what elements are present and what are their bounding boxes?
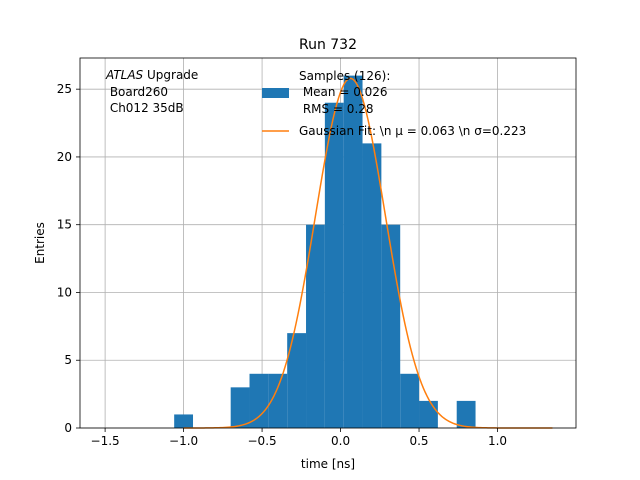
histogram-bar — [400, 373, 420, 428]
y-tick-label: 15 — [57, 218, 72, 232]
x-tick-label: 0.0 — [331, 434, 350, 448]
plot-area: −1.5 −1.0 −0.5 0.0 0.5 1.0 0 5 10 15 20 25 — [57, 57, 577, 448]
x-tick-label: 0.5 — [409, 434, 428, 448]
y-tick-label: 5 — [64, 353, 72, 367]
svg-text:ATLAS Upgrade: ATLAS Upgrade — [105, 68, 198, 82]
histogram-bar — [419, 400, 438, 428]
x-tick-label: −1.5 — [91, 434, 120, 448]
atlas-channel-label: Ch012 35dB — [106, 101, 184, 115]
y-tick-label: 20 — [57, 150, 72, 164]
y-tick-label: 25 — [57, 82, 72, 96]
histogram-bar — [174, 414, 194, 428]
x-axis-label: time [ns] — [301, 457, 355, 471]
y-axis-label: Entries — [33, 222, 47, 264]
legend-fit-label: Gaussian Fit: \n μ = 0.063 \n σ=0.223 — [299, 124, 526, 138]
atlas-label: ATLAS Upgrade Board260 Ch012 35dB — [105, 68, 198, 115]
legend-samples-label: Samples (126): — [299, 69, 390, 83]
histogram-bar — [381, 224, 401, 428]
atlas-board-label: Board260 — [106, 85, 168, 99]
histogram-bar — [456, 400, 476, 428]
x-tick-label: −1.0 — [169, 434, 198, 448]
histogram-bar — [287, 333, 307, 428]
x-tick-label: 1.0 — [488, 434, 507, 448]
x-tick-label: −0.5 — [248, 434, 277, 448]
histogram-bar — [230, 387, 250, 428]
legend-mean-label: Mean = 0.026 — [299, 85, 388, 99]
y-axis-ticks: 0 5 10 15 20 25 — [57, 82, 80, 435]
y-tick-label: 10 — [57, 285, 72, 299]
histogram-bar — [306, 224, 325, 428]
y-tick-label: 0 — [64, 421, 72, 435]
histogram-bars — [174, 75, 476, 428]
histogram-bar — [343, 75, 363, 428]
atlas-upgrade-label: Upgrade — [143, 68, 198, 82]
atlas-italic-label: ATLAS — [105, 68, 144, 82]
histogram-bar — [249, 373, 269, 428]
legend-histogram-swatch — [262, 88, 289, 98]
chart-title: Run 732 — [299, 37, 357, 53]
legend-rms-label: RMS = 0.28 — [299, 102, 374, 116]
axes-frame — [79, 57, 577, 429]
histogram-bar — [324, 102, 344, 428]
histogram-bar — [268, 373, 288, 428]
x-axis-ticks: −1.5 −1.0 −0.5 0.0 0.5 1.0 — [91, 428, 507, 448]
histogram-bar — [362, 143, 382, 428]
legend: Samples (126): Mean = 0.026 RMS = 0.28 G… — [262, 69, 526, 138]
